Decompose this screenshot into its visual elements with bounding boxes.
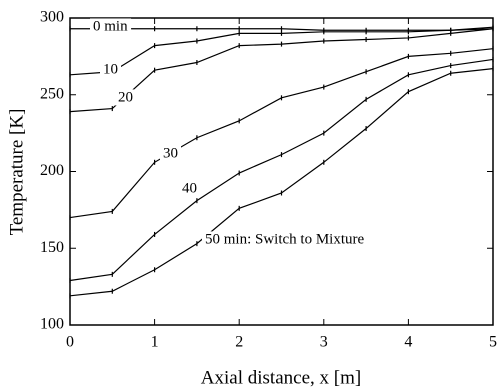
label-background (90, 18, 132, 35)
series-label: 50 min: Switch to Mixture (205, 231, 365, 247)
x-axis-title: Axial distance, x [m] (201, 367, 361, 388)
series-label: 40 (182, 180, 197, 196)
y-tick-label: 150 (40, 239, 64, 256)
series-label: 0 min (93, 18, 128, 34)
y-tick-label: 250 (40, 85, 64, 102)
label-background (179, 180, 200, 197)
x-tick-label: 2 (235, 334, 243, 351)
label-background (100, 61, 121, 78)
series-label: 20 (118, 89, 133, 105)
label-background (202, 231, 368, 248)
y-tick-label: 300 (40, 9, 64, 26)
y-tick-label: 100 (40, 316, 64, 333)
y-axis-title: Temperature [K] (6, 109, 27, 236)
label-background (160, 145, 181, 162)
x-tick-label: 3 (320, 334, 328, 351)
x-tick-label: 0 (66, 334, 74, 351)
y-tick-label: 200 (40, 162, 64, 179)
x-tick-label: 5 (489, 334, 497, 351)
x-tick-label: 4 (404, 334, 412, 351)
label-background (115, 89, 136, 106)
x-tick-label: 1 (151, 334, 159, 351)
series-label: 10 (103, 61, 118, 77)
series-label: 30 (163, 145, 178, 161)
plot-frame (69, 17, 494, 326)
